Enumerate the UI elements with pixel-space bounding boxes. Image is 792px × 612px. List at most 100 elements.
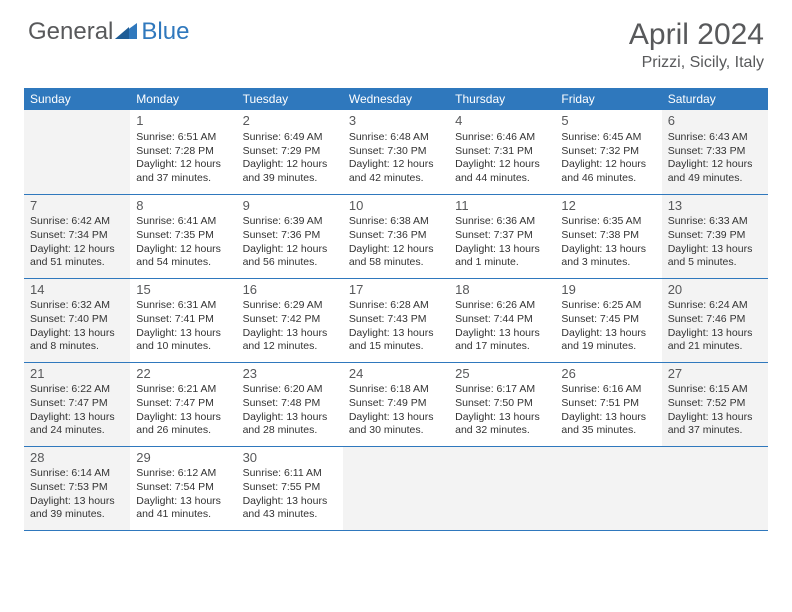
day-cell: 11Sunrise: 6:36 AMSunset: 7:37 PMDayligh…: [449, 194, 555, 278]
day-cell: 18Sunrise: 6:26 AMSunset: 7:44 PMDayligh…: [449, 278, 555, 362]
dow-cell: Friday: [555, 88, 661, 110]
day-detail: Sunrise: 6:16 AM: [561, 383, 655, 397]
day-detail: Sunrise: 6:18 AM: [349, 383, 443, 397]
day-detail: Daylight: 12 hours: [30, 243, 124, 257]
day-cell: 29Sunrise: 6:12 AMSunset: 7:54 PMDayligh…: [130, 446, 236, 530]
day-detail: Sunset: 7:50 PM: [455, 397, 549, 411]
logo-text-general: General: [28, 18, 113, 46]
day-detail: Sunrise: 6:41 AM: [136, 215, 230, 229]
day-detail: and 43 minutes.: [243, 508, 337, 522]
dow-row: SundayMondayTuesdayWednesdayThursdayFrid…: [24, 88, 768, 110]
day-detail: Sunset: 7:54 PM: [136, 481, 230, 495]
day-detail: Daylight: 13 hours: [136, 327, 230, 341]
day-detail: Daylight: 13 hours: [243, 327, 337, 341]
day-detail: Sunset: 7:53 PM: [30, 481, 124, 495]
day-detail: Daylight: 13 hours: [668, 243, 762, 257]
day-cell: 21Sunrise: 6:22 AMSunset: 7:47 PMDayligh…: [24, 362, 130, 446]
day-cell: 7Sunrise: 6:42 AMSunset: 7:34 PMDaylight…: [24, 194, 130, 278]
day-detail: Daylight: 13 hours: [30, 327, 124, 341]
day-detail: Sunset: 7:30 PM: [349, 145, 443, 159]
day-detail: Sunset: 7:45 PM: [561, 313, 655, 327]
day-cell: 12Sunrise: 6:35 AMSunset: 7:38 PMDayligh…: [555, 194, 661, 278]
day-cell: 22Sunrise: 6:21 AMSunset: 7:47 PMDayligh…: [130, 362, 236, 446]
day-detail: and 54 minutes.: [136, 256, 230, 270]
day-number: 12: [561, 198, 655, 215]
day-detail: Sunset: 7:55 PM: [243, 481, 337, 495]
day-number: 5: [561, 113, 655, 130]
day-detail: Sunset: 7:41 PM: [136, 313, 230, 327]
day-detail: Sunrise: 6:42 AM: [30, 215, 124, 229]
day-number: 30: [243, 450, 337, 467]
day-detail: Sunrise: 6:48 AM: [349, 131, 443, 145]
day-detail: Sunrise: 6:17 AM: [455, 383, 549, 397]
day-detail: Sunrise: 6:45 AM: [561, 131, 655, 145]
day-number: 14: [30, 282, 124, 299]
day-detail: and 3 minutes.: [561, 256, 655, 270]
day-number: 8: [136, 198, 230, 215]
day-detail: Sunrise: 6:26 AM: [455, 299, 549, 313]
day-detail: and 35 minutes.: [561, 424, 655, 438]
logo: General Blue: [28, 18, 189, 46]
day-detail: Sunset: 7:33 PM: [668, 145, 762, 159]
day-cell: 28Sunrise: 6:14 AMSunset: 7:53 PMDayligh…: [24, 446, 130, 530]
day-detail: and 56 minutes.: [243, 256, 337, 270]
day-number: 13: [668, 198, 762, 215]
day-cell: [662, 446, 768, 530]
day-number: 11: [455, 198, 549, 215]
day-detail: Sunset: 7:38 PM: [561, 229, 655, 243]
day-cell: [343, 446, 449, 530]
day-detail: Sunset: 7:49 PM: [349, 397, 443, 411]
day-detail: and 17 minutes.: [455, 340, 549, 354]
day-detail: Sunrise: 6:39 AM: [243, 215, 337, 229]
day-detail: and 42 minutes.: [349, 172, 443, 186]
day-detail: and 19 minutes.: [561, 340, 655, 354]
day-detail: Daylight: 13 hours: [561, 243, 655, 257]
day-detail: Sunrise: 6:32 AM: [30, 299, 124, 313]
day-detail: Sunset: 7:36 PM: [243, 229, 337, 243]
day-detail: and 24 minutes.: [30, 424, 124, 438]
day-cell: 23Sunrise: 6:20 AMSunset: 7:48 PMDayligh…: [237, 362, 343, 446]
day-number: 9: [243, 198, 337, 215]
day-number: 26: [561, 366, 655, 383]
day-detail: and 44 minutes.: [455, 172, 549, 186]
day-number: 27: [668, 366, 762, 383]
day-detail: Sunrise: 6:43 AM: [668, 131, 762, 145]
day-cell: 9Sunrise: 6:39 AMSunset: 7:36 PMDaylight…: [237, 194, 343, 278]
day-detail: Daylight: 12 hours: [243, 243, 337, 257]
day-detail: Sunrise: 6:29 AM: [243, 299, 337, 313]
day-cell: 14Sunrise: 6:32 AMSunset: 7:40 PMDayligh…: [24, 278, 130, 362]
day-detail: Sunrise: 6:24 AM: [668, 299, 762, 313]
day-detail: and 37 minutes.: [136, 172, 230, 186]
day-detail: and 26 minutes.: [136, 424, 230, 438]
day-number: 21: [30, 366, 124, 383]
day-detail: Sunrise: 6:35 AM: [561, 215, 655, 229]
day-detail: Daylight: 13 hours: [349, 411, 443, 425]
day-number: 24: [349, 366, 443, 383]
day-cell: 16Sunrise: 6:29 AMSunset: 7:42 PMDayligh…: [237, 278, 343, 362]
day-number: 15: [136, 282, 230, 299]
day-cell: 6Sunrise: 6:43 AMSunset: 7:33 PMDaylight…: [662, 110, 768, 194]
day-detail: Daylight: 13 hours: [561, 411, 655, 425]
day-cell: 26Sunrise: 6:16 AMSunset: 7:51 PMDayligh…: [555, 362, 661, 446]
day-cell: 3Sunrise: 6:48 AMSunset: 7:30 PMDaylight…: [343, 110, 449, 194]
day-detail: Daylight: 12 hours: [455, 158, 549, 172]
dow-cell: Monday: [130, 88, 236, 110]
day-detail: Sunrise: 6:46 AM: [455, 131, 549, 145]
day-cell: 13Sunrise: 6:33 AMSunset: 7:39 PMDayligh…: [662, 194, 768, 278]
day-number: 19: [561, 282, 655, 299]
day-detail: and 39 minutes.: [243, 172, 337, 186]
day-cell: 25Sunrise: 6:17 AMSunset: 7:50 PMDayligh…: [449, 362, 555, 446]
day-detail: Sunrise: 6:31 AM: [136, 299, 230, 313]
day-detail: and 58 minutes.: [349, 256, 443, 270]
day-detail: Daylight: 13 hours: [136, 495, 230, 509]
day-detail: Sunset: 7:29 PM: [243, 145, 337, 159]
day-detail: Daylight: 12 hours: [561, 158, 655, 172]
day-detail: Sunset: 7:47 PM: [136, 397, 230, 411]
header: General Blue April 2024 Prizzi, Sicily, …: [0, 0, 792, 80]
day-detail: Sunset: 7:28 PM: [136, 145, 230, 159]
day-detail: Sunrise: 6:36 AM: [455, 215, 549, 229]
day-number: 25: [455, 366, 549, 383]
day-detail: Sunrise: 6:11 AM: [243, 467, 337, 481]
day-detail: and 12 minutes.: [243, 340, 337, 354]
day-detail: Daylight: 13 hours: [30, 495, 124, 509]
